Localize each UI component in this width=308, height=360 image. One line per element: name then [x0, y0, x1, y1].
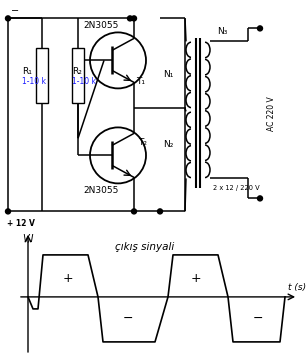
Text: 2 x 12 / 220 V: 2 x 12 / 220 V [213, 185, 260, 192]
Text: N₁: N₁ [163, 71, 173, 80]
Text: −: − [253, 312, 263, 325]
Text: çıkış sinyali: çıkış sinyali [115, 242, 174, 252]
Text: 1-10 k: 1-10 k [72, 77, 96, 86]
Text: N₂: N₂ [163, 140, 173, 149]
Circle shape [157, 209, 163, 214]
Text: t (s): t (s) [288, 283, 306, 292]
Text: −: − [123, 312, 133, 325]
Circle shape [6, 16, 10, 21]
Circle shape [132, 209, 136, 214]
Circle shape [132, 16, 136, 21]
Text: 1-10 k: 1-10 k [22, 77, 46, 86]
Text: T₂: T₂ [138, 138, 147, 147]
Text: + 12 V: + 12 V [7, 219, 35, 228]
Bar [72, 48, 84, 103]
Text: AC 220 V: AC 220 V [266, 96, 275, 131]
Text: R₂: R₂ [72, 67, 82, 76]
Text: T₁: T₁ [136, 77, 145, 86]
Bar [36, 48, 48, 103]
Circle shape [257, 26, 262, 31]
Text: 2N3055: 2N3055 [83, 21, 118, 30]
Text: R₁: R₁ [22, 67, 32, 76]
Text: V,I: V,I [22, 234, 34, 244]
Circle shape [257, 196, 262, 201]
Text: N₃: N₃ [217, 27, 227, 36]
Circle shape [6, 209, 10, 214]
Text: +: + [63, 273, 73, 285]
Text: +: + [191, 273, 201, 285]
Text: −: − [11, 6, 19, 17]
Text: 2N3055: 2N3055 [83, 186, 118, 195]
Circle shape [128, 16, 132, 21]
